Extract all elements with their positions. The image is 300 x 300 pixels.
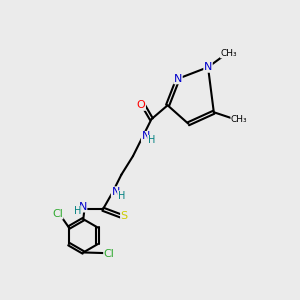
Text: H: H: [74, 206, 81, 216]
Text: N: N: [78, 202, 87, 212]
Text: CH₃: CH₃: [231, 115, 247, 124]
Text: O: O: [137, 100, 146, 110]
Text: N: N: [111, 187, 120, 197]
Text: H: H: [118, 191, 125, 201]
Text: N: N: [174, 74, 182, 84]
Text: Cl: Cl: [52, 209, 63, 219]
Text: H: H: [148, 135, 155, 146]
Text: N: N: [142, 131, 150, 142]
Text: Cl: Cl: [104, 249, 115, 259]
Text: N: N: [204, 62, 212, 72]
Text: CH₃: CH₃: [220, 49, 237, 58]
Text: S: S: [121, 211, 128, 221]
